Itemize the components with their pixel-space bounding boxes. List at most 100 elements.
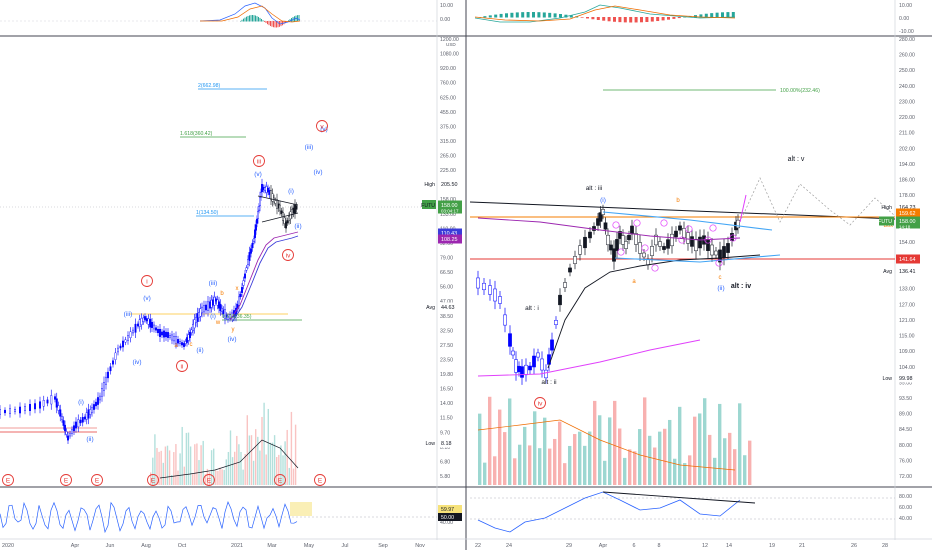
right-volume-bar <box>643 397 647 485</box>
right-volume-bar <box>553 438 557 485</box>
right-subwave-marker <box>685 225 693 233</box>
right-candle-body <box>563 282 567 288</box>
right-annotation: alt : v <box>788 156 805 163</box>
left-price-tick: 9.70 <box>440 430 450 436</box>
right-price-tick: 115.00 <box>899 334 915 340</box>
right-subwave-marker <box>612 221 620 229</box>
left-volume-bar <box>158 451 160 485</box>
left-price-tick: 56.00 <box>440 285 453 291</box>
left-candle-body <box>8 408 11 414</box>
left-candle-body <box>280 210 283 214</box>
left-wave-label-orange: a <box>174 343 178 349</box>
left-tag-label: High <box>424 182 435 188</box>
left-volume-bar <box>242 469 244 485</box>
left-candle-body <box>285 221 288 229</box>
left-macd-bar <box>259 17 261 22</box>
right-projection-path <box>739 177 896 226</box>
left-candle-body <box>174 336 177 344</box>
right-candle-body <box>694 238 698 252</box>
right-candle-body <box>609 244 613 251</box>
left-wave-label-blue: (iv) <box>227 336 236 343</box>
left-price-tag-value: 8.18 <box>441 441 452 447</box>
left-macd-bar <box>273 21 274 28</box>
left-candle-body <box>39 401 42 409</box>
right-time-tick: 12 <box>702 543 708 549</box>
left-candle-body <box>170 334 173 341</box>
left-candle-body <box>116 347 119 353</box>
left-price-tag-value: 44.63 <box>441 305 455 311</box>
left-volume-bar <box>177 470 179 485</box>
right-wave-label-red: iv <box>538 400 543 407</box>
right-volume-bar <box>718 403 722 485</box>
right-annotation: alt : iv <box>731 283 751 290</box>
left-volume-bar <box>255 429 257 485</box>
left-volume-bar <box>221 469 223 485</box>
left-candle-body <box>193 319 196 329</box>
left-candle-body <box>102 382 105 391</box>
left-candle-body <box>147 318 150 325</box>
left-volume-bar <box>225 459 227 485</box>
left-wave-label-orange: w <box>215 320 221 326</box>
right-macd-bar <box>569 15 573 18</box>
left-macd-bar <box>270 21 271 27</box>
right-macd-bar <box>542 12 546 18</box>
left-time-tick: Mar <box>267 543 276 549</box>
right-volume-bar <box>733 449 737 485</box>
left-candle-body <box>55 398 58 408</box>
right-macd-bar <box>677 17 681 19</box>
left-macd-bar <box>268 21 270 26</box>
right-time-tick: 8 <box>658 543 661 549</box>
left-candle-body <box>136 323 139 327</box>
left-candle-body <box>138 319 141 327</box>
right-candle-body <box>498 296 502 304</box>
right-volume-bar <box>638 429 642 485</box>
left-price-tick: 66.50 <box>440 270 453 276</box>
left-candle-body <box>96 397 99 405</box>
left-candle-body <box>61 416 64 420</box>
right-volume-bar <box>583 445 587 485</box>
right-volume-bar <box>518 444 522 485</box>
right-candle-body <box>690 236 694 247</box>
left-candle-body <box>245 267 248 271</box>
right-volume-bar <box>728 432 732 485</box>
right-candle-body <box>476 277 480 289</box>
left-fib-label: 1.618(360.42) <box>180 131 213 137</box>
left-candle-body <box>65 431 68 435</box>
right-volume-bar <box>563 463 567 485</box>
left-price-tick: 6.80 <box>440 459 450 465</box>
left-candle-body <box>77 419 80 428</box>
left-top-tick: 10.00 <box>440 3 453 9</box>
left-top-tick: 0.00 <box>440 17 450 23</box>
left-candle-body <box>89 409 92 415</box>
left-volume-bar <box>192 474 194 485</box>
left-macd-bar <box>288 20 289 22</box>
left-price-tick: 625.00 <box>440 95 456 101</box>
right-volume-bar <box>673 458 677 485</box>
right-candle-body <box>638 242 642 254</box>
right-price-tick: 202.00 <box>899 146 915 152</box>
left-candle-body <box>172 336 175 342</box>
right-price-tick: 260.00 <box>899 53 915 59</box>
left-macd-bar <box>244 17 246 22</box>
right-macd-bar <box>656 17 660 22</box>
right-volume-bar <box>748 440 752 485</box>
left-candle-body <box>81 416 84 423</box>
right-volume-bar <box>708 434 712 485</box>
right-tag-label: Avg <box>883 269 892 275</box>
left-candle-body <box>295 205 298 210</box>
right-top-tick: 0.00 <box>899 16 909 22</box>
right-time-tick: 21 <box>799 543 805 549</box>
left-wave-label-orange: x <box>236 286 239 292</box>
left-time-tick: Jun <box>106 543 115 549</box>
left-macd-bar <box>271 21 273 27</box>
left-volume-bar <box>183 466 185 485</box>
left-price-tick: 760.00 <box>440 81 456 87</box>
left-volume-bar <box>202 440 204 485</box>
right-candle-body <box>603 222 608 230</box>
right-price-tick: 280.00 <box>899 37 915 43</box>
left-candle-body <box>54 396 57 400</box>
left-price-tick: 315.00 <box>440 139 456 145</box>
right-candle-body <box>517 365 521 373</box>
left-candle-body <box>178 341 181 344</box>
